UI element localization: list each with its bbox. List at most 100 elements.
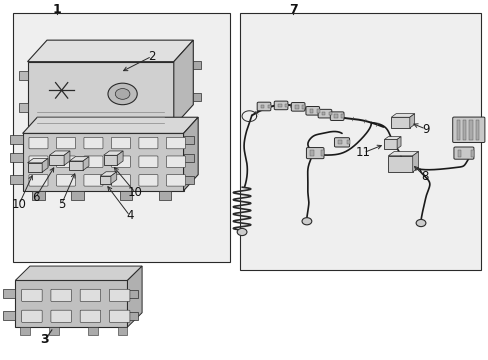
FancyBboxPatch shape xyxy=(453,147,473,159)
FancyBboxPatch shape xyxy=(80,289,101,301)
FancyBboxPatch shape xyxy=(274,101,287,110)
FancyBboxPatch shape xyxy=(257,102,270,111)
Bar xyxy=(49,327,59,335)
Bar xyxy=(127,312,138,320)
Bar xyxy=(3,311,15,320)
Polygon shape xyxy=(42,158,48,172)
FancyBboxPatch shape xyxy=(306,148,324,159)
Text: 3: 3 xyxy=(40,333,49,346)
Polygon shape xyxy=(111,172,117,184)
Bar xyxy=(10,175,22,184)
Bar xyxy=(27,163,42,172)
Bar xyxy=(193,61,201,69)
Bar xyxy=(10,153,22,162)
Bar xyxy=(338,140,341,144)
Text: 8: 8 xyxy=(420,170,427,183)
FancyBboxPatch shape xyxy=(80,310,101,322)
Bar xyxy=(120,191,132,200)
Text: 4: 4 xyxy=(126,210,133,222)
Polygon shape xyxy=(27,40,193,62)
Bar xyxy=(69,161,83,170)
Polygon shape xyxy=(49,151,70,155)
Bar xyxy=(88,327,98,335)
FancyBboxPatch shape xyxy=(330,112,343,121)
FancyBboxPatch shape xyxy=(291,103,305,111)
Polygon shape xyxy=(390,114,414,117)
FancyBboxPatch shape xyxy=(84,156,103,167)
Text: 9: 9 xyxy=(421,122,429,136)
Bar xyxy=(193,93,201,101)
Bar xyxy=(310,150,313,156)
Polygon shape xyxy=(69,157,89,161)
Bar xyxy=(3,289,15,298)
FancyBboxPatch shape xyxy=(166,137,185,149)
Bar xyxy=(390,117,409,128)
Bar xyxy=(316,109,320,113)
Bar xyxy=(239,13,480,270)
Polygon shape xyxy=(103,151,123,155)
FancyBboxPatch shape xyxy=(452,117,484,143)
Bar xyxy=(183,136,194,144)
Circle shape xyxy=(415,220,425,226)
Bar xyxy=(49,155,64,165)
Bar xyxy=(470,149,473,157)
FancyBboxPatch shape xyxy=(109,289,130,301)
Polygon shape xyxy=(127,266,142,327)
Bar xyxy=(183,176,194,184)
Text: 1: 1 xyxy=(52,3,61,16)
FancyBboxPatch shape xyxy=(166,156,185,167)
FancyBboxPatch shape xyxy=(56,175,75,186)
FancyBboxPatch shape xyxy=(109,310,130,322)
Polygon shape xyxy=(27,158,48,163)
Text: 2: 2 xyxy=(148,50,155,63)
Bar xyxy=(462,120,466,140)
Bar xyxy=(387,156,412,172)
Bar xyxy=(278,104,281,107)
FancyBboxPatch shape xyxy=(29,137,48,149)
Polygon shape xyxy=(183,117,198,191)
Bar xyxy=(333,114,337,118)
FancyBboxPatch shape xyxy=(139,156,158,167)
Polygon shape xyxy=(412,152,418,172)
Bar xyxy=(384,139,396,149)
Bar xyxy=(118,327,127,335)
Bar xyxy=(32,191,44,200)
Polygon shape xyxy=(117,151,123,165)
Polygon shape xyxy=(22,117,198,134)
Text: 7: 7 xyxy=(288,3,297,16)
Polygon shape xyxy=(15,266,142,280)
FancyBboxPatch shape xyxy=(27,62,173,126)
Text: 10: 10 xyxy=(127,186,142,199)
Bar xyxy=(322,112,325,116)
Bar xyxy=(261,105,264,108)
Polygon shape xyxy=(387,152,418,156)
Bar xyxy=(13,13,229,262)
Text: 11: 11 xyxy=(355,146,370,159)
Bar xyxy=(267,105,271,108)
Bar xyxy=(103,155,117,165)
Bar xyxy=(285,104,288,107)
Polygon shape xyxy=(173,40,193,126)
FancyBboxPatch shape xyxy=(29,175,48,186)
Bar xyxy=(71,191,83,200)
FancyBboxPatch shape xyxy=(21,310,42,322)
FancyBboxPatch shape xyxy=(139,137,158,149)
FancyBboxPatch shape xyxy=(29,156,48,167)
FancyBboxPatch shape xyxy=(56,156,75,167)
Bar xyxy=(346,140,349,144)
FancyBboxPatch shape xyxy=(334,138,349,147)
Polygon shape xyxy=(384,136,400,139)
Bar xyxy=(127,291,138,298)
Circle shape xyxy=(302,218,311,225)
FancyBboxPatch shape xyxy=(51,310,71,322)
Bar xyxy=(309,109,313,113)
FancyBboxPatch shape xyxy=(139,175,158,186)
Polygon shape xyxy=(83,157,89,170)
Circle shape xyxy=(115,89,130,99)
Bar xyxy=(321,150,324,156)
Bar xyxy=(15,280,127,327)
Bar xyxy=(20,327,30,335)
Bar xyxy=(302,105,305,109)
Text: 10: 10 xyxy=(12,198,27,211)
FancyBboxPatch shape xyxy=(21,289,42,301)
